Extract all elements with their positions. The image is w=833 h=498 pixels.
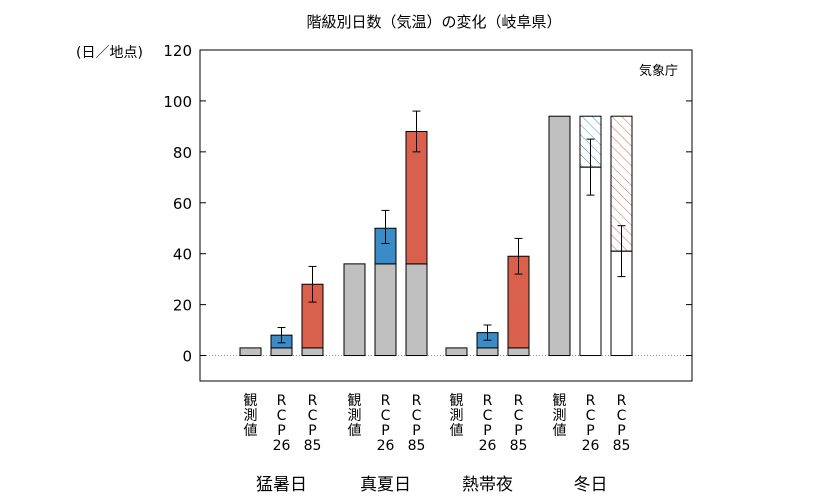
bar-base xyxy=(301,347,324,357)
bar-label-char: P xyxy=(412,423,420,439)
bar-label-char: R xyxy=(617,393,627,409)
y-tick-label: 100 xyxy=(163,93,192,111)
bar-label-char: C xyxy=(308,408,318,424)
bar-label-char: P xyxy=(277,423,285,439)
bar-base xyxy=(476,347,499,357)
bar-label-char: 観 xyxy=(348,392,362,409)
bar-label-char: 測 xyxy=(348,408,362,424)
bar-label-char: R xyxy=(381,393,391,409)
bar-label-char: P xyxy=(586,423,594,439)
bars-layer xyxy=(239,115,633,357)
bar-label-char: R xyxy=(277,393,287,409)
bar-base xyxy=(507,347,530,357)
bar-label-char: C xyxy=(412,408,422,424)
bar-label-char: 観 xyxy=(553,392,567,409)
bar-label-char: 値 xyxy=(348,423,362,439)
bar-base xyxy=(270,347,293,357)
bar-label-char: 観 xyxy=(244,392,258,409)
bar-base xyxy=(405,263,428,357)
y-tick-label: 120 xyxy=(163,42,192,60)
bar-label-char: P xyxy=(308,423,316,439)
y-axis-label: (日／地点) xyxy=(76,45,143,61)
y-tick-label: 60 xyxy=(173,195,192,213)
y-tick-label: 80 xyxy=(173,144,192,162)
bar-label-char: 測 xyxy=(244,408,258,424)
bar-label-char: P xyxy=(381,423,389,439)
bar-observed xyxy=(239,347,262,357)
bar-label-char: 観 xyxy=(450,392,464,409)
bar-label-char: 測 xyxy=(450,408,464,424)
bar-label-char: 85 xyxy=(613,438,631,454)
bar-observed xyxy=(343,263,366,357)
bar-label-char: C xyxy=(277,408,287,424)
bar-label-char: C xyxy=(617,408,627,424)
group-label: 真夏日 xyxy=(360,475,411,495)
bar-label-char: 85 xyxy=(408,438,426,454)
y-axis: 0 20 40 60 80 100 120 xyxy=(163,42,692,366)
bar-label-char: C xyxy=(483,408,493,424)
bar-label-char: R xyxy=(308,393,318,409)
bar-label-char: 26 xyxy=(377,438,395,454)
bar-label-char: 26 xyxy=(582,438,600,454)
bar-label-char: P xyxy=(514,423,522,439)
bar-label-char: 測 xyxy=(553,408,567,424)
group-label: 猛暑日 xyxy=(256,475,307,495)
bar-label-char: 26 xyxy=(479,438,497,454)
y-tick-label: 20 xyxy=(173,297,192,315)
bar-label-char: R xyxy=(514,393,524,409)
bar-label-char: P xyxy=(617,423,625,439)
bar-label-char: R xyxy=(483,393,493,409)
bar-observed xyxy=(445,347,468,357)
y-tick-label: 0 xyxy=(182,348,192,366)
bar-label-char: 値 xyxy=(244,423,258,439)
bar-label-char: 85 xyxy=(304,438,322,454)
bar-observed xyxy=(548,115,571,357)
plot-frame xyxy=(199,49,693,382)
group-label: 熱帯夜 xyxy=(462,475,513,495)
x-labels: 観測値RCP26RCP85猛暑日観測値RCP26RCP85真夏日観測値RCP26… xyxy=(244,392,631,495)
bar-label-char: 値 xyxy=(553,423,567,439)
bar-label-char: P xyxy=(483,423,491,439)
source-label: 気象庁 xyxy=(639,63,678,79)
bar-label-char: C xyxy=(586,408,596,424)
bar-label-char: C xyxy=(514,408,524,424)
bar-label-char: R xyxy=(412,393,422,409)
y-tick-label: 40 xyxy=(173,246,192,264)
bar-label-char: 26 xyxy=(273,438,291,454)
bar-label-char: 値 xyxy=(450,423,464,439)
bar-label-char: R xyxy=(586,393,596,409)
bar-label-char: 85 xyxy=(510,438,528,454)
group-label: 冬日 xyxy=(574,475,608,495)
bar-label-char: C xyxy=(381,408,391,424)
error-bars-layer xyxy=(277,110,626,344)
chart-title: 階級別日数（気温）の変化（岐阜県） xyxy=(306,13,561,31)
bar-base xyxy=(374,263,397,357)
